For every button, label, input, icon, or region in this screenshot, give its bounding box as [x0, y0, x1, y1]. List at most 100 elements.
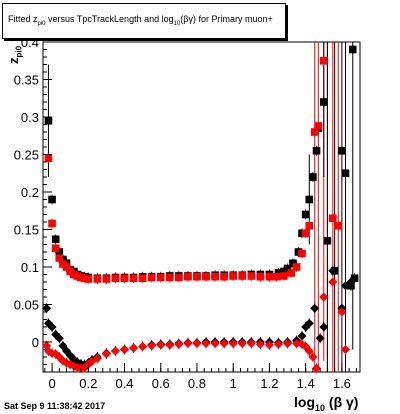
data-point-diamond: [308, 352, 318, 362]
data-point-square: [111, 274, 120, 283]
y-tick-label: 0.1: [21, 260, 39, 275]
data-point-square: [51, 244, 60, 253]
data-point-diamond: [129, 343, 139, 353]
data-point-square: [298, 249, 306, 258]
data-point-square: [256, 272, 265, 281]
data-point-square: [301, 210, 310, 219]
data-point-square: [292, 263, 301, 271]
data-point-diamond: [319, 322, 329, 332]
data-point-diamond: [337, 307, 347, 317]
data-point-square: [280, 272, 288, 280]
data-point-diamond: [174, 339, 184, 349]
data-point-square: [55, 254, 64, 262]
x-tick-label: 1: [230, 376, 237, 391]
data-point-square: [341, 169, 350, 178]
data-point-square: [48, 219, 56, 228]
data-point-diamond: [315, 333, 325, 343]
data-point-square: [238, 272, 247, 280]
chart-title: Fitted zpi0 versus TpcTrackLength and lo…: [8, 14, 273, 27]
data-point-square: [193, 272, 201, 281]
y-tick-label: 0.3: [21, 110, 39, 125]
data-point-square: [48, 195, 56, 204]
data-point-square: [120, 274, 129, 283]
x-axis-title: log10 (β γ): [294, 394, 359, 413]
data-point-diamond: [310, 303, 320, 313]
y-tick-label: 0: [32, 335, 39, 350]
x-tick-label: 1.4: [297, 376, 315, 391]
data-point-diamond: [228, 339, 238, 348]
data-point-diamond: [237, 339, 247, 348]
x-tick-label: 1.6: [333, 376, 351, 391]
data-point-square: [102, 275, 111, 283]
data-point-square: [312, 146, 321, 155]
data-point-square: [310, 128, 319, 136]
data-point-diamond: [192, 339, 202, 348]
data-point-diamond: [42, 303, 52, 313]
data-point-square: [309, 173, 317, 181]
data-point-diamond: [328, 277, 338, 287]
y-tick-label: 0.4: [21, 35, 39, 50]
x-tick-label: 0.2: [79, 376, 97, 391]
data-point-diamond: [47, 322, 57, 332]
data-point-diamond: [319, 292, 329, 302]
x-tick-label: 0.4: [115, 376, 133, 391]
data-point-square: [305, 221, 314, 230]
data-point-square: [247, 272, 256, 280]
data-point-square: [314, 122, 323, 130]
data-point-square: [156, 273, 165, 282]
data-point-diamond: [120, 345, 130, 354]
data-point-diamond: [346, 277, 356, 287]
data-point-square: [138, 274, 147, 283]
data-point-square: [84, 275, 93, 283]
y-tick-label: 0.15: [14, 223, 39, 238]
data-point-square: [265, 272, 274, 281]
y-tick-label: 0.35: [14, 73, 39, 88]
data-point-diamond: [210, 339, 220, 348]
data-point-square: [44, 154, 53, 163]
data-point-diamond: [255, 339, 265, 349]
data-point-square: [287, 269, 295, 277]
data-point-square: [51, 235, 60, 244]
data-point-square: [319, 98, 328, 106]
data-point-diamond: [283, 339, 293, 348]
data-point-diamond: [292, 339, 302, 348]
data-point-square: [350, 274, 359, 283]
data-point-diamond: [54, 333, 64, 343]
data-point-diamond: [219, 339, 229, 348]
data-point-diamond: [165, 340, 175, 350]
data-point-square: [329, 214, 337, 223]
x-tick-label: 0.6: [152, 376, 170, 391]
data-point-square: [229, 272, 237, 280]
data-point-diamond: [110, 346, 120, 356]
data-point-diamond: [304, 318, 314, 328]
data-point-square: [175, 273, 183, 282]
data-point-square: [44, 116, 53, 125]
x-tick-label: 0.8: [188, 376, 206, 391]
data-point-diamond: [328, 266, 338, 276]
data-point-square: [211, 272, 219, 281]
data-point-square: [93, 275, 102, 283]
data-point-square: [319, 56, 328, 65]
data-point-square: [305, 195, 314, 204]
data-point-square: [334, 221, 343, 230]
data-point-diamond: [304, 346, 314, 356]
data-point-diamond: [341, 281, 351, 291]
data-point-diamond: [183, 339, 193, 348]
data-point-square: [147, 273, 156, 282]
y-tick-label: 0.25: [14, 148, 39, 163]
data-point-square: [184, 272, 192, 281]
data-point-square: [220, 272, 228, 281]
data-point-diamond: [92, 354, 102, 363]
axes: 0 0.05 0.1 0.15 0.2 0.25 0.3 0.35 0.4 0 0.2 0.4 0.6 0…: [14, 35, 357, 391]
chart-title-box: Fitted zpi0 versus TpcTrackLength and lo…: [2, 3, 286, 39]
data-point-square: [348, 45, 357, 54]
x-tick-label: 0: [48, 376, 55, 391]
data-point-diamond: [156, 340, 166, 350]
data-point-square: [301, 229, 310, 238]
data-point-diamond: [138, 342, 148, 351]
x-tick-label: 1.2: [260, 376, 278, 391]
y-tick-label: 0.2: [21, 185, 39, 200]
data-point-square: [323, 236, 332, 245]
data-point-diamond: [147, 341, 157, 351]
